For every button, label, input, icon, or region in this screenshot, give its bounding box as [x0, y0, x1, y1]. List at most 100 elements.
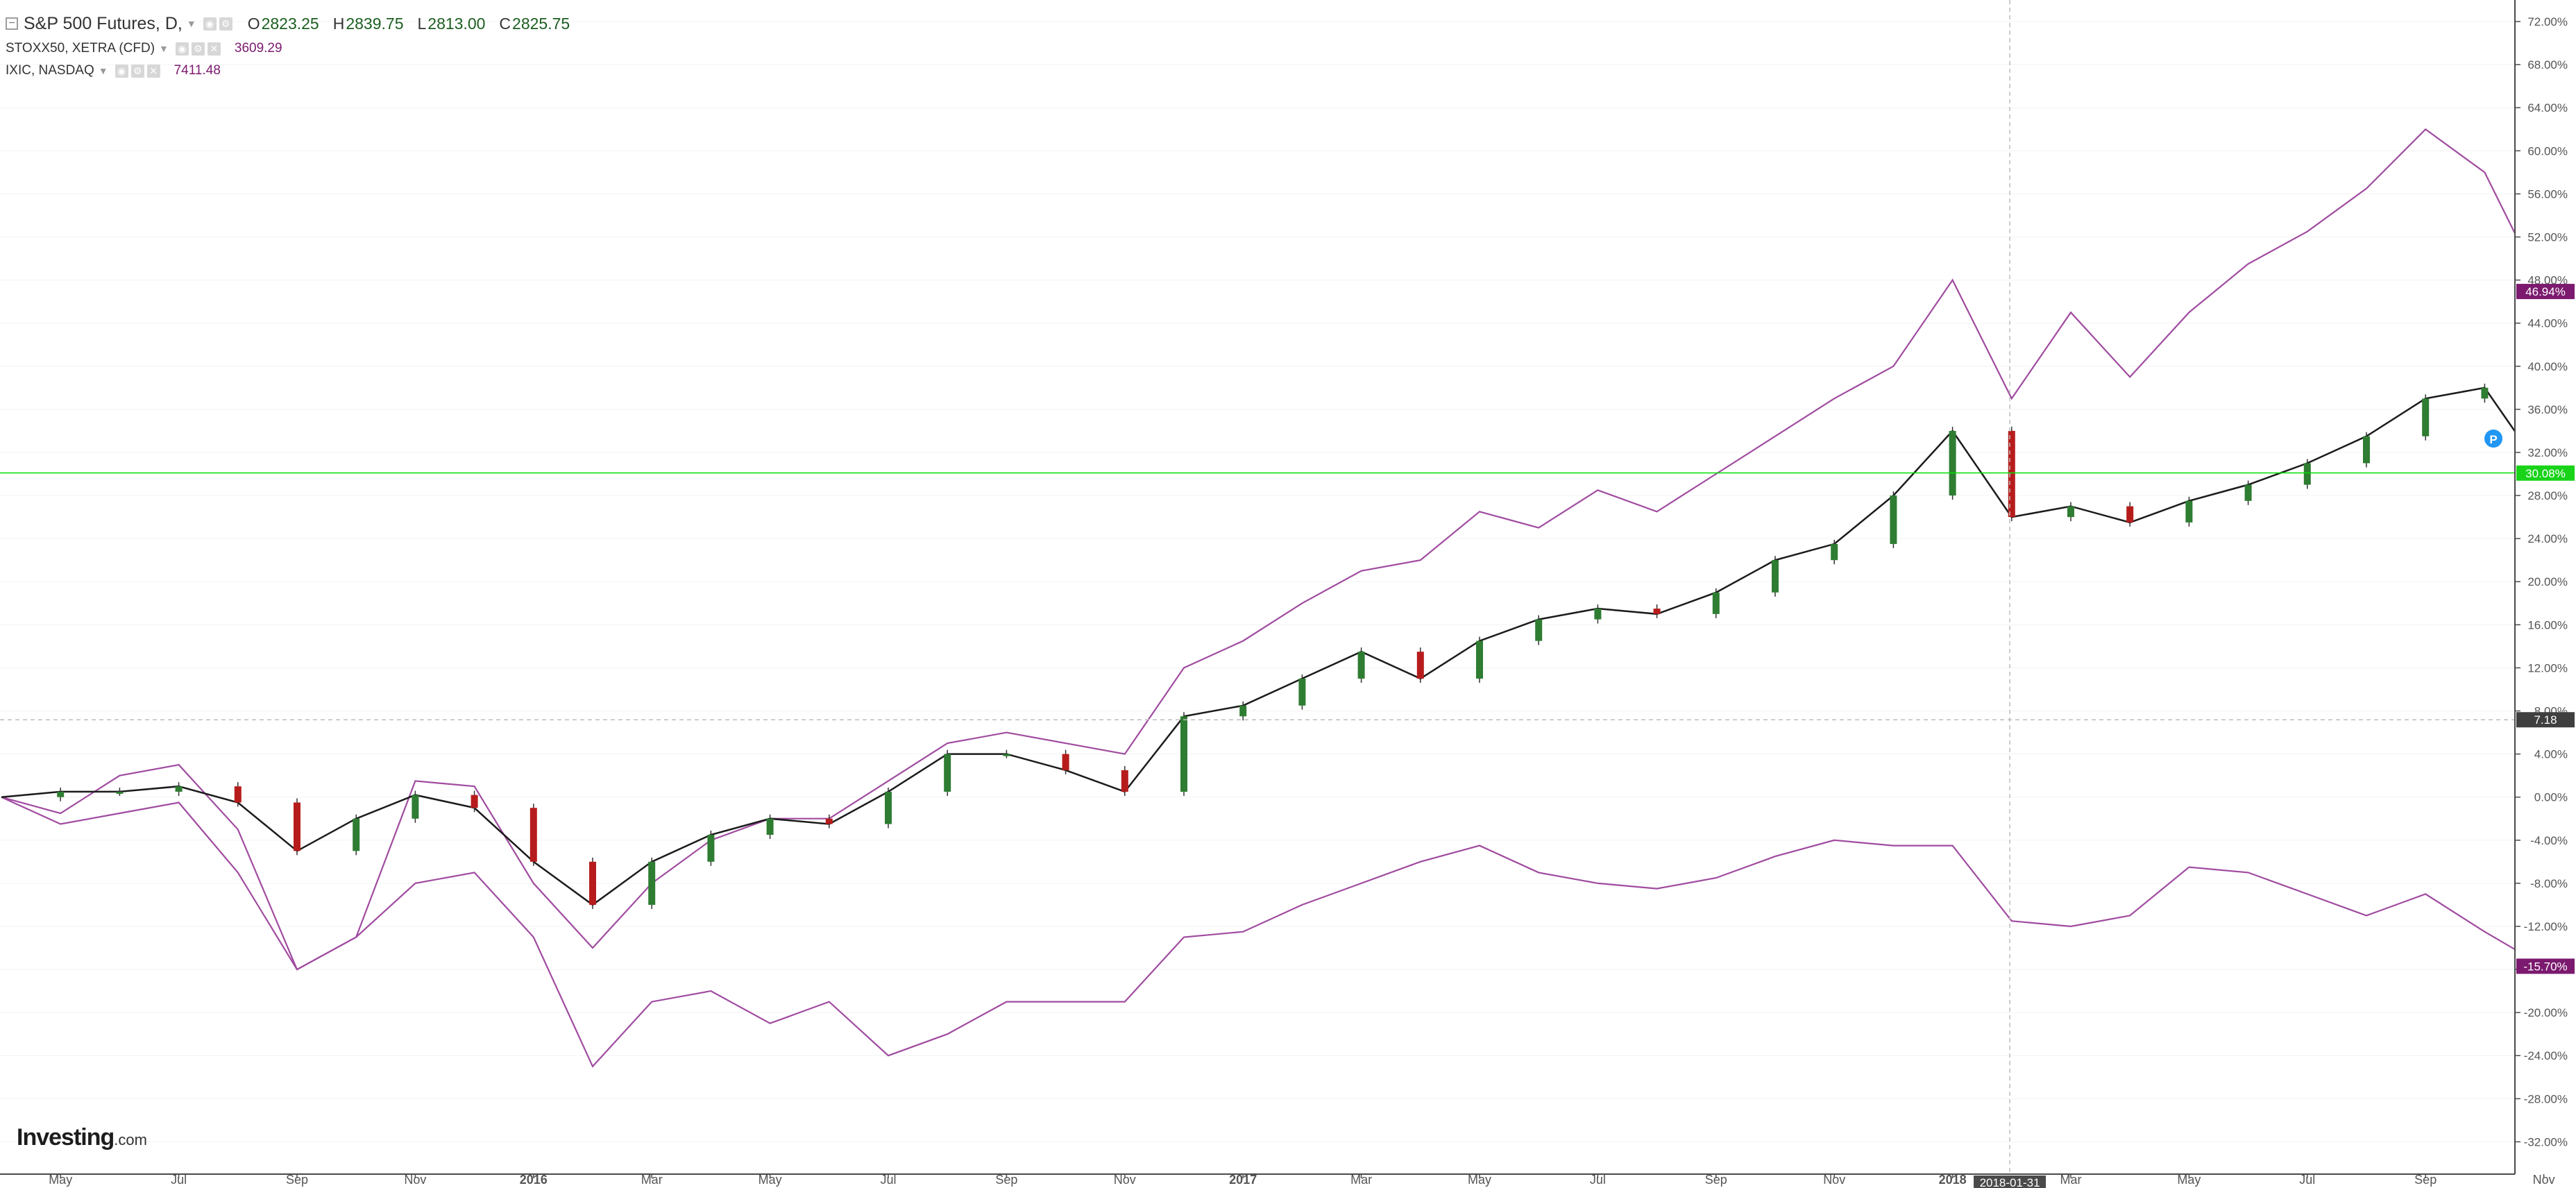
- settings-icon[interactable]: ⚙: [219, 17, 232, 31]
- stoxx-series-value: 3609.29: [234, 41, 282, 56]
- x-axis-panel: [0, 1174, 2576, 1188]
- settings-icon[interactable]: ⚙: [191, 42, 205, 56]
- y-tick-label: 16.00%: [2527, 618, 2568, 631]
- price-flag-text: P: [2489, 433, 2497, 446]
- chevron-down-icon[interactable]: ▼: [98, 65, 108, 76]
- crosshair-date-bg: [1974, 1176, 2047, 1188]
- x-tick-label: 2018: [1939, 1173, 1967, 1187]
- stoxx-value-label-bg: [2516, 958, 2575, 974]
- sp500-candle: [2303, 463, 2311, 485]
- sp500-value-label: 30.08%: [2516, 465, 2575, 481]
- ixic-value-label-text: 46.94%: [2525, 285, 2566, 298]
- sp500-candle: [1535, 619, 1543, 641]
- sp500-series-line: [1, 387, 2545, 906]
- x-tick-label: Sep: [286, 1173, 308, 1187]
- crosshair-price-label: 7.18: [2516, 712, 2575, 728]
- sp500-candle: [825, 818, 833, 824]
- close-icon[interactable]: ✕: [146, 64, 160, 78]
- settings-icon[interactable]: ⚙: [130, 64, 144, 78]
- sp500-candle: [1357, 652, 1365, 679]
- stoxx-series-line: [1, 796, 2545, 1068]
- sp500-candle: [2126, 506, 2134, 523]
- x-tick-label: Nov: [2533, 1173, 2555, 1187]
- x-tick-label: Nov: [1823, 1173, 1845, 1187]
- y-tick-label: 68.00%: [2527, 58, 2568, 71]
- stoxx-value-label: -15.70%: [2516, 958, 2575, 974]
- main-symbol-title[interactable]: S&P 500 Futures, D,: [24, 13, 183, 33]
- collapse-icon[interactable]: −: [6, 17, 18, 30]
- y-tick-label: 24.00%: [2527, 532, 2568, 545]
- sp500-candle: [589, 861, 596, 905]
- y-tick-label: -8.00%: [2530, 877, 2568, 890]
- sp500-candle: [2481, 387, 2489, 399]
- sp500-candle: [1949, 430, 1956, 496]
- y-tick-label: 56.00%: [2527, 187, 2568, 201]
- close-key: C: [499, 14, 511, 33]
- x-tick-label: Sep: [995, 1173, 1017, 1187]
- x-tick-label: 2016: [520, 1173, 548, 1187]
- legend-row-ixic: IXIC, NASDAQ ▼ ◉ ⚙ ✕ 7411.48: [6, 60, 570, 82]
- y-tick-label: 48.00%: [2527, 274, 2568, 287]
- y-tick-label: 60.00%: [2527, 144, 2568, 158]
- sp500-candle: [944, 754, 951, 792]
- stoxx-series-title[interactable]: STOXX50, XETRA (CFD): [6, 41, 155, 56]
- y-tick-label: 20.00%: [2527, 575, 2568, 588]
- sp500-candle: [353, 818, 360, 851]
- ixic-series-value: 7411.48: [173, 63, 221, 78]
- y-tick-label: 64.00%: [2527, 101, 2568, 114]
- x-tick-label: Mar: [2060, 1173, 2082, 1187]
- series-layer: [1, 128, 2548, 1068]
- ohlc-values: O2823.25 H2839.75 L2813.00 C2825.75: [248, 15, 570, 33]
- x-tick-label: May: [1468, 1173, 1491, 1187]
- chevron-down-icon[interactable]: ▼: [159, 43, 169, 54]
- sp500-candle: [1653, 609, 1661, 614]
- sp500-candle: [471, 795, 478, 808]
- high-key: H: [332, 14, 345, 33]
- sp500-candle: [1062, 754, 1069, 770]
- y-tick-label: -12.00%: [2524, 920, 2568, 933]
- logo-brand: Investing: [17, 1124, 115, 1151]
- price-flag-circle: [2484, 430, 2502, 448]
- y-tick-label: 12.00%: [2527, 661, 2568, 674]
- x-tick-label: Jul: [2299, 1173, 2315, 1187]
- open-value: 2823.25: [261, 14, 319, 33]
- high-value: 2839.75: [346, 14, 404, 33]
- y-tick-label: -4.00%: [2530, 834, 2568, 847]
- eye-icon[interactable]: ◉: [203, 17, 217, 31]
- y-axis-panel: [2515, 0, 2576, 1188]
- sp500-candle: [1298, 678, 1306, 706]
- ixic-series-line: [1, 128, 2545, 971]
- sp500-candle: [529, 808, 537, 862]
- chevron-down-icon[interactable]: ▼: [186, 18, 196, 29]
- y-tick-label: 0.00%: [2534, 791, 2568, 804]
- sp500-candle: [116, 791, 124, 794]
- y-tick-label: 44.00%: [2527, 317, 2568, 330]
- sp500-candle: [57, 791, 65, 797]
- crosshair-date-text: 2018-01-31: [1980, 1176, 2040, 1188]
- y-tick-label: -32.00%: [2524, 1135, 2568, 1148]
- sp500-candle: [1239, 705, 1247, 717]
- x-tick-label: May: [2177, 1173, 2201, 1187]
- x-tick-label: Jul: [171, 1173, 187, 1187]
- x-tick-label: Mar: [1350, 1173, 1372, 1187]
- y-tick-label: 4.00%: [2534, 748, 2568, 761]
- crosshair-date-label: 2018-01-31: [1974, 1176, 2047, 1188]
- x-tick-label: Sep: [2414, 1173, 2437, 1187]
- eye-icon[interactable]: ◉: [115, 64, 128, 78]
- low-value: 2813.00: [427, 14, 486, 33]
- sp500-value-label-text: 30.08%: [2525, 467, 2566, 480]
- low-key: L: [417, 14, 427, 33]
- y-tick-label: 32.00%: [2527, 446, 2568, 459]
- ixic-series-title[interactable]: IXIC, NASDAQ: [6, 63, 94, 78]
- x-tick-label: May: [759, 1173, 782, 1187]
- y-tick-label: -20.00%: [2524, 1006, 2568, 1019]
- close-icon[interactable]: ✕: [207, 42, 221, 56]
- stoxx-value-label-text: -15.70%: [2523, 960, 2567, 973]
- ixic-value-label-bg: [2516, 284, 2575, 300]
- x-tick-label: Mar: [641, 1173, 663, 1187]
- sp500-candle: [648, 861, 656, 905]
- eye-icon[interactable]: ◉: [175, 42, 189, 56]
- x-tick-label: Jul: [1590, 1173, 1606, 1187]
- close-value-group: C2825.75: [499, 15, 570, 33]
